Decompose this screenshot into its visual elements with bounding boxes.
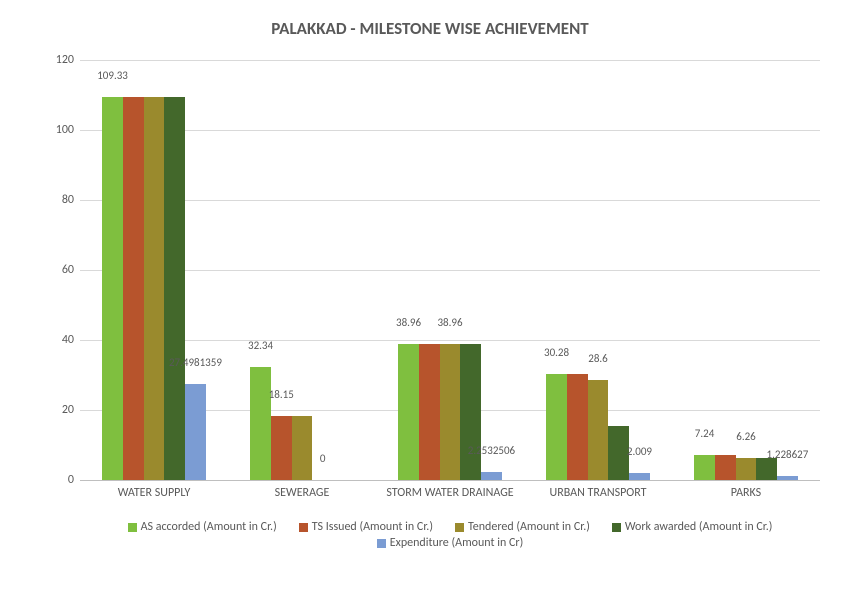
category-label: URBAN TRANSPORT (533, 480, 663, 500)
bar (546, 374, 567, 480)
category-label: WATER SUPPLY (89, 480, 219, 500)
y-tick-label: 60 (62, 263, 80, 277)
y-tick-label: 40 (62, 333, 80, 347)
bar (250, 367, 271, 480)
bar-value-label: 30.28 (544, 346, 569, 359)
grid-line (80, 60, 820, 61)
bar (271, 416, 292, 480)
legend-item: Work awarded (Amount in Cr.) (612, 520, 773, 534)
legend-swatch (612, 523, 621, 532)
bar-value-label: 27.4981359 (169, 356, 222, 369)
legend-item: Expenditure (Amount in Cr) (377, 536, 523, 550)
legend-label: Work awarded (Amount in Cr.) (625, 520, 773, 534)
legend-swatch (299, 523, 308, 532)
bar-value-label: 38.96 (396, 316, 421, 329)
bar-value-label: 2.009 (627, 445, 652, 458)
grid-line (80, 130, 820, 131)
grid-line (80, 270, 820, 271)
legend-label: TS Issued (Amount in Cr.) (312, 520, 433, 534)
bar (460, 344, 481, 480)
bar-value-label: 0 (320, 452, 326, 465)
bar (292, 416, 313, 480)
legend-item: Tendered (Amount in Cr.) (455, 520, 590, 534)
legend-item: TS Issued (Amount in Cr.) (299, 520, 433, 534)
legend-swatch (128, 523, 137, 532)
chart-container: PALAKKAD - MILESTONE WISE ACHIEVEMENT 02… (0, 0, 860, 605)
bar-value-label: 28.6 (588, 352, 608, 365)
bar (694, 455, 715, 480)
y-tick-label: 20 (62, 403, 80, 417)
bar (419, 344, 440, 480)
bar (588, 380, 609, 480)
bar (736, 458, 757, 480)
grid-line (80, 340, 820, 341)
legend-swatch (377, 539, 386, 548)
y-tick-label: 120 (56, 53, 80, 67)
bar-value-label: 38.96 (437, 316, 462, 329)
bar-value-label: 1.228627 (767, 448, 809, 461)
category-label: SEWERAGE (237, 480, 367, 500)
chart-title: PALAKKAD - MILESTONE WISE ACHIEVEMENT (0, 0, 860, 39)
legend-item: AS accorded (Amount in Cr.) (128, 520, 277, 534)
bar (629, 473, 650, 480)
plot-area: 020406080100120WATER SUPPLY109.3327.4981… (80, 60, 820, 481)
legend-label: Tendered (Amount in Cr.) (468, 520, 590, 534)
bar-value-label: 18.15 (269, 388, 294, 401)
bar (144, 97, 165, 480)
bar (185, 384, 206, 480)
bar (567, 374, 588, 480)
legend-label: Expenditure (Amount in Cr) (390, 536, 523, 550)
bar-value-label: 109.33 (97, 69, 128, 82)
bar-value-label: 32.34 (248, 339, 273, 352)
bar (440, 344, 461, 480)
bar (398, 344, 419, 480)
legend-label: AS accorded (Amount in Cr.) (141, 520, 277, 534)
bar (715, 455, 736, 480)
bar (481, 472, 502, 480)
bar-value-label: 6.26 (736, 430, 756, 443)
bar (102, 97, 123, 480)
bar (756, 458, 777, 480)
legend-swatch (455, 523, 464, 532)
legend: AS accorded (Amount in Cr.) TS Issued (Am… (80, 520, 820, 550)
bar-value-label: 2.2532506 (468, 444, 515, 457)
bar (777, 476, 798, 480)
y-tick-label: 100 (56, 123, 80, 137)
y-tick-label: 0 (68, 473, 80, 487)
bar-value-label: 7.24 (695, 427, 715, 440)
grid-line (80, 200, 820, 201)
category-label: STORM WATER DRAINAGE (385, 480, 515, 500)
category-label: PARKS (681, 480, 811, 500)
bar (123, 97, 144, 480)
y-tick-label: 80 (62, 193, 80, 207)
bar (164, 97, 185, 480)
